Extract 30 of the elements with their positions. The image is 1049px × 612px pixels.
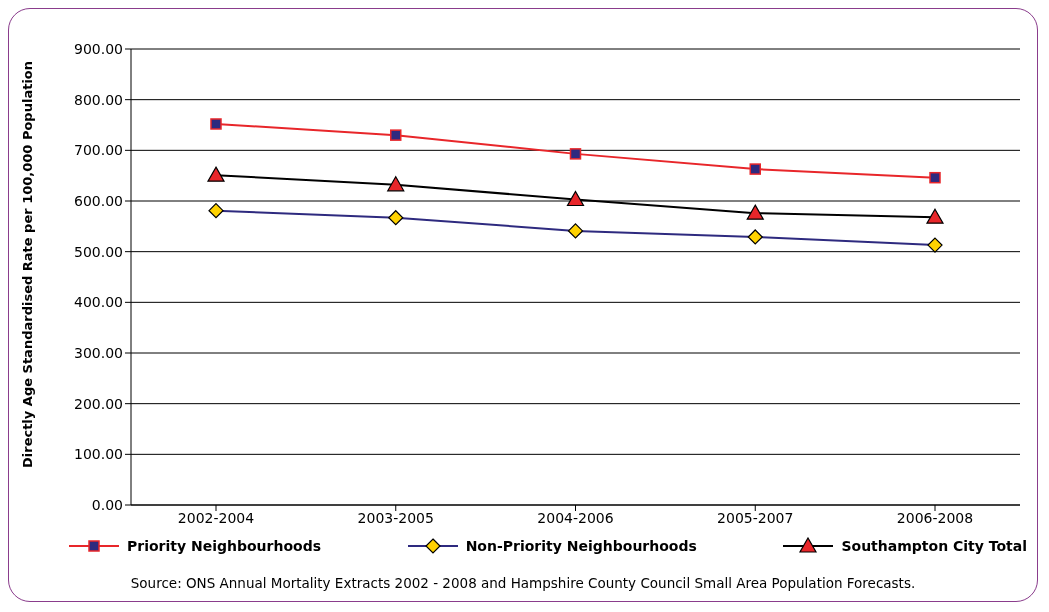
x-tick-label: 2002-2004 — [177, 509, 255, 526]
y-tick-label: 900.00 — [74, 40, 123, 57]
source-note: Source: ONS Annual Mortality Extracts 2002 - 2008 and Hampshire County Council Small Area Population Forecasts. — [129, 575, 917, 591]
y-tick-label: 0.00 — [91, 496, 123, 513]
point — [926, 208, 944, 224]
y-tick-label: 700.00 — [74, 142, 123, 159]
legend-label: Priority Neighbourhoods — [127, 538, 322, 554]
legend-label: Non-Priority Neighbourhoods — [465, 538, 697, 554]
point — [207, 166, 225, 182]
y-tick-label: 800.00 — [74, 91, 123, 108]
x-tick-label: 2004-2006 — [537, 509, 614, 526]
point — [387, 176, 405, 192]
point — [746, 204, 764, 220]
x-tick-label: 2006-2008 — [896, 509, 974, 526]
point — [390, 129, 402, 141]
x-tick-label: 2005-2007 — [717, 509, 794, 526]
legend-label: Southampton City Total — [841, 538, 1027, 554]
y-tick-label: 300.00 — [74, 344, 123, 361]
point — [569, 148, 582, 160]
y-tick-label: 200.00 — [74, 395, 123, 412]
point — [929, 171, 941, 184]
y-tick-label: 400.00 — [74, 294, 123, 311]
point — [566, 190, 585, 207]
point — [210, 118, 222, 130]
y-tick-label: 500.00 — [74, 243, 123, 260]
y-axis-title: Directly Age Standardised Rate per 100,000 Population — [20, 60, 36, 468]
y-tick-label: 600.00 — [74, 192, 123, 209]
y-tick-label: 100.00 — [74, 446, 123, 463]
x-tick-label: 2003-2005 — [357, 509, 434, 526]
point — [749, 163, 761, 175]
